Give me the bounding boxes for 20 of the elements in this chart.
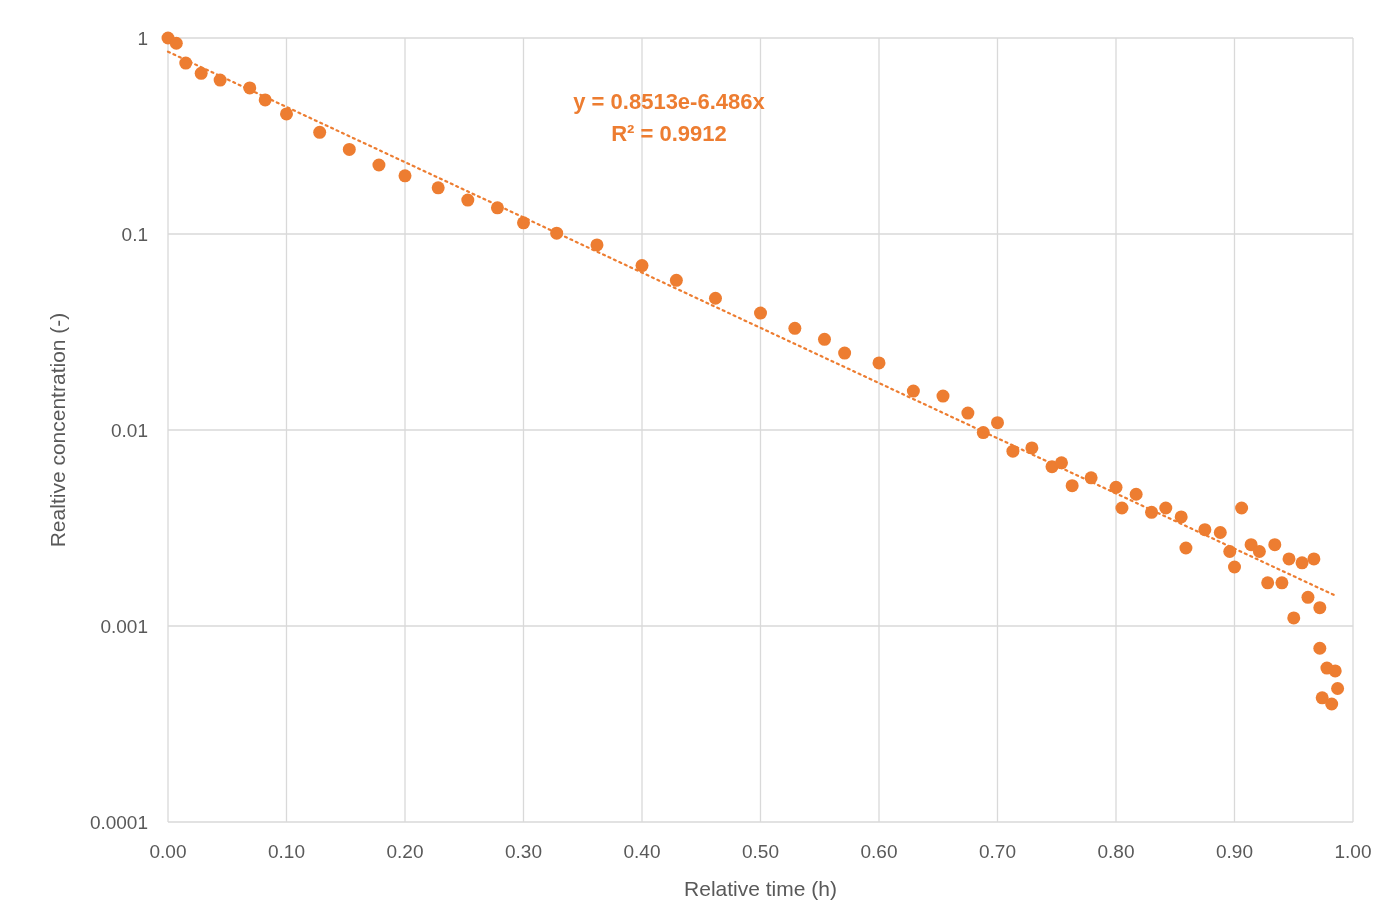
- x-tick-label: 0.90: [1216, 841, 1253, 862]
- x-tick-label: 0.10: [268, 841, 305, 862]
- y-axis-title: Realtive concentration (-): [46, 312, 69, 548]
- y-tick-label: 0.1: [121, 224, 148, 245]
- x-tick-label: 0.20: [386, 841, 424, 862]
- y-tick-label: 0.01: [111, 420, 148, 441]
- x-tick-label: 0.60: [860, 841, 898, 862]
- x-tick-label: 0.80: [1097, 841, 1135, 862]
- annotation: R² = 0.9912: [611, 121, 727, 146]
- x-axis-title: Relative time (h): [684, 877, 837, 900]
- x-tick-label: 0.00: [149, 841, 187, 862]
- x-tick-label: 1.00: [1334, 841, 1372, 862]
- y-tick-label: 0.0001: [89, 812, 148, 833]
- x-tick-label: 0.30: [505, 841, 542, 862]
- x-tick-label: 0.70: [979, 841, 1016, 862]
- annotation: y = 0.8513e-6.486x: [573, 89, 766, 114]
- y-tick-label: 0.001: [100, 616, 148, 637]
- x-tick-label: 0.40: [623, 841, 661, 862]
- x-tick-label: 0.50: [742, 841, 779, 862]
- y-tick-label: 1: [137, 28, 148, 49]
